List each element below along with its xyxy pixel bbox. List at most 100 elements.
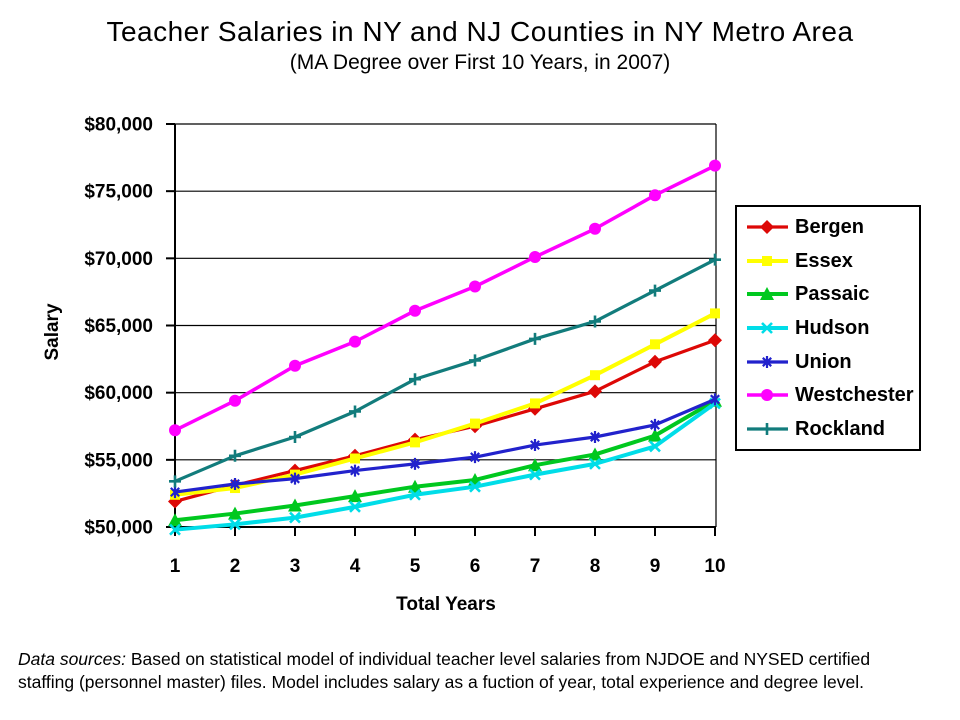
chart-subtitle: (MA Degree over First 10 Years, in 2007) (289, 51, 671, 74)
marker-essex-year-8 (590, 370, 600, 381)
legend-marker-bergen-icon (760, 219, 774, 234)
marker-union-year-3 (290, 472, 300, 485)
x-tick-label-4: 4 (350, 556, 361, 577)
marker-passaic-year-3 (288, 498, 302, 512)
marker-bergen-year-9 (648, 354, 662, 369)
marker-westchester-year-9 (649, 189, 661, 202)
marker-union-year-8 (590, 430, 600, 443)
series-line-hudson (173, 401, 717, 532)
marker-bergen-year-8 (588, 384, 602, 399)
y-tick-label-55000: $55,000 (84, 450, 153, 471)
marker-union-year-9 (650, 418, 660, 431)
series-line-union (173, 397, 717, 494)
legend-swatch-essex-icon (747, 255, 788, 266)
marker-hudson-year-5 (409, 488, 421, 501)
legend-item-essex: Essex (745, 250, 917, 272)
footnote-line1: Based on statistical model of individual… (125, 649, 871, 669)
legend-marker-hudson-icon (761, 322, 773, 334)
legend-item-hudson: Hudson (745, 317, 917, 339)
legend-item-westchester: Westchester (745, 384, 917, 406)
legend-label-bergen: Bergen (795, 215, 864, 238)
marker-rockland-year-8 (589, 315, 601, 328)
marker-union-year-5 (410, 457, 420, 470)
marker-passaic-year-8 (588, 447, 602, 461)
marker-rockland-year-3 (289, 430, 301, 443)
series-line-essex (173, 311, 717, 497)
footnote: Data sources: Based on statistical model… (18, 648, 952, 694)
legend-swatch-union-icon (747, 355, 788, 368)
marker-passaic-year-7 (528, 458, 542, 472)
legend-item-bergen: Bergen (745, 216, 917, 238)
series-line-bergen (173, 338, 717, 504)
footnote-lead: Data sources: (18, 649, 126, 669)
x-tick-label-8: 8 (590, 556, 601, 577)
series-hudson (169, 397, 721, 536)
marker-hudson-year-7 (529, 468, 541, 481)
marker-essex-year-7 (530, 398, 540, 409)
y-tick-label-75000: $75,000 (84, 182, 153, 203)
legend-item-passaic: Passaic (745, 283, 917, 305)
legend-label-hudson: Hudson (795, 316, 870, 339)
marker-westchester-year-8 (589, 222, 601, 235)
marker-hudson-year-2 (229, 518, 241, 531)
marker-westchester-year-2 (229, 394, 241, 407)
marker-hudson-year-6 (469, 480, 481, 493)
series-westchester (169, 159, 721, 437)
series-line-passaic (173, 398, 717, 523)
marker-passaic-year-4 (348, 489, 362, 503)
marker-union-year-1 (170, 486, 180, 499)
legend-label-passaic: Passaic (795, 283, 870, 306)
legend-marker-westchester-icon (761, 389, 773, 402)
y-tick-label-50000: $50,000 (84, 518, 153, 539)
series-line-westchester (173, 163, 717, 433)
legend-swatch-passaic-icon (747, 287, 788, 301)
legend-item-union: Union (745, 351, 917, 373)
x-tick-label-3: 3 (290, 556, 301, 577)
marker-westchester-year-3 (289, 359, 301, 372)
marker-passaic-year-1 (168, 513, 182, 527)
marker-westchester-year-1 (169, 424, 181, 437)
plot-area: $50,000 $55,000 $60,000 $65,000 $70,000 $75,0… (84, 115, 725, 578)
series-rockland (169, 253, 721, 488)
x-tick-label-2: 2 (230, 556, 241, 577)
y-tick-label-60000: $60,000 (84, 383, 153, 404)
y-tick-label-80000: $80,000 (84, 115, 153, 136)
marker-passaic-year-9 (648, 428, 662, 442)
marker-hudson-year-1 (169, 523, 181, 536)
x-tick-label-9: 9 (650, 556, 661, 577)
marker-westchester-year-10 (709, 159, 721, 172)
series-line-rockland (173, 258, 717, 483)
marker-rockland-year-10 (709, 253, 721, 266)
chart-title: Teacher Salaries in NY and NJ Counties i… (106, 16, 854, 47)
marker-rockland-year-9 (649, 284, 661, 297)
legend-swatch-hudson-icon (747, 322, 788, 334)
legend-label-essex: Essex (795, 249, 853, 272)
legend-swatch-westchester-icon (747, 389, 788, 402)
y-tick-label-70000: $70,000 (84, 249, 153, 270)
marker-westchester-year-5 (409, 304, 421, 317)
marker-essex-year-6 (470, 418, 480, 429)
marker-union-year-10 (710, 393, 720, 406)
marker-hudson-year-9 (649, 440, 661, 453)
marker-rockland-year-5 (409, 373, 421, 386)
legend-swatch-rockland-icon (747, 423, 788, 436)
x-tick-label-10: 10 (704, 556, 725, 577)
marker-union-year-2 (230, 478, 240, 491)
marker-union-year-7 (530, 439, 540, 452)
marker-hudson-year-4 (349, 500, 361, 513)
series-essex (170, 308, 720, 500)
y-tick-label-65000: $65,000 (84, 316, 153, 337)
marker-essex-year-4 (350, 453, 360, 464)
marker-rockland-year-1 (169, 475, 181, 488)
legend-label-rockland: Rockland (795, 418, 886, 441)
marker-rockland-year-6 (469, 354, 481, 367)
marker-hudson-year-8 (589, 457, 601, 470)
legend-marker-passaic-icon (760, 287, 774, 301)
series-union (170, 393, 720, 499)
legend-item-rockland: Rockland (745, 418, 917, 440)
marker-rockland-year-2 (229, 449, 241, 462)
marker-essex-year-9 (650, 339, 660, 350)
x-tick-label-6: 6 (470, 556, 481, 577)
marker-essex-year-5 (410, 437, 420, 448)
legend-marker-union-icon (762, 355, 772, 368)
